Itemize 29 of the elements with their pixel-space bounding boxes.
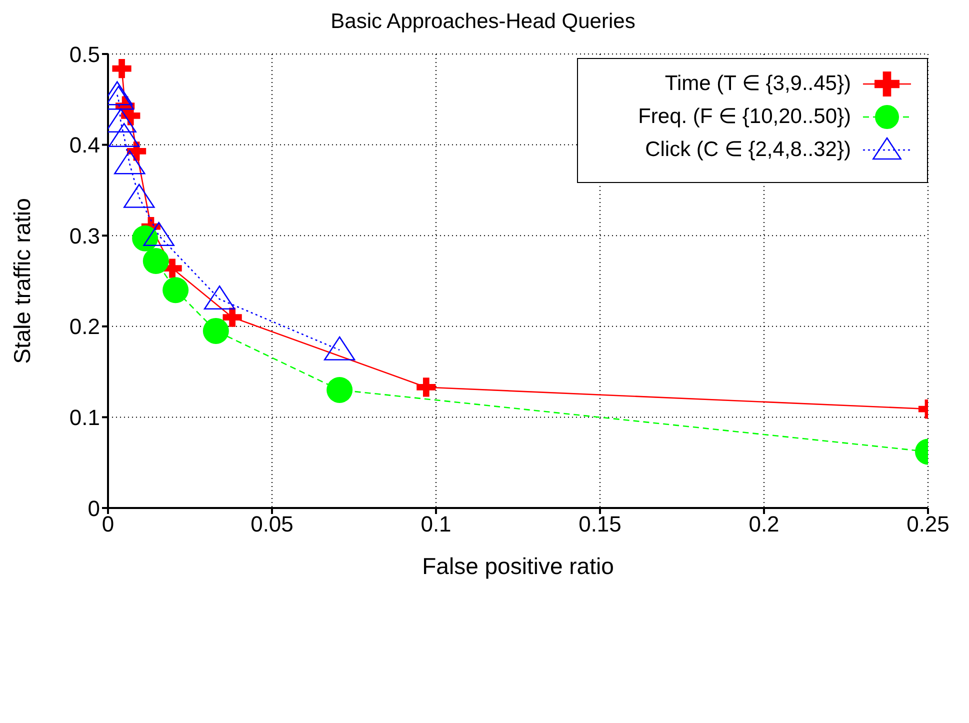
legend-label: Click (C ∈ {2,4,8..32}): [645, 137, 851, 162]
y-axis-title: Stale traffic ratio: [9, 198, 36, 364]
legend-label: Freq. (F ∈ {10,20..50}): [638, 104, 851, 129]
x-tick-label: 0.1: [420, 512, 452, 537]
legend-label: Time (T ∈ {3,9..45}): [664, 71, 851, 96]
point: [142, 248, 169, 274]
point: [112, 58, 132, 78]
point: [222, 308, 242, 327]
point: [132, 225, 158, 252]
x-tick-label: 0.05: [250, 512, 294, 537]
chart-title: Basic Approaches-Head Queries: [330, 9, 636, 35]
x-tick-label: 0.15: [578, 512, 622, 537]
y-tick-label: 0.3: [69, 223, 100, 248]
point: [202, 318, 229, 344]
x-tick-label: 0.25: [906, 512, 950, 537]
point: [124, 184, 155, 208]
y-tick-label: 0.4: [69, 132, 100, 158]
x-tick-label: 0.2: [748, 512, 780, 537]
y-tick-label: 0: [88, 496, 100, 521]
point: [143, 222, 174, 246]
point: [204, 286, 236, 310]
point: [162, 277, 189, 304]
point: [326, 376, 353, 403]
x-axis-title: False positive ratio: [422, 553, 614, 579]
y-tick-label: 0.5: [69, 42, 100, 67]
y-tick-label: 0.1: [69, 405, 100, 430]
point: [108, 122, 140, 148]
point: [114, 150, 146, 174]
y-tick-label: 0.2: [69, 314, 100, 340]
